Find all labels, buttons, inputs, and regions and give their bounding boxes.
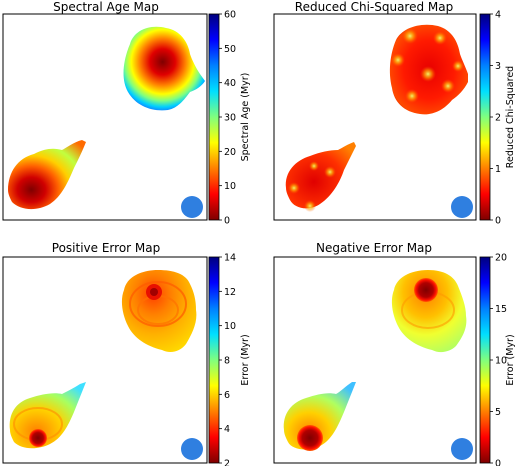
chi-highlight bbox=[441, 79, 455, 93]
beam-marker bbox=[181, 196, 203, 218]
colorbar-tick-label: 0 bbox=[495, 216, 501, 227]
chart-title: Reduced Chi-Squared Map bbox=[295, 0, 453, 14]
chart-title: Spectral Age Map bbox=[53, 0, 159, 14]
beam-marker bbox=[451, 196, 473, 218]
panel-negative-error: Negative Error Map 0 5 10 15 20 Error (Myr) bbox=[273, 241, 516, 470]
map-area bbox=[283, 270, 473, 460]
map-area bbox=[285, 24, 473, 218]
colorbar-tick-label: 10 bbox=[224, 181, 236, 192]
colorbar-tick-label: 10 bbox=[224, 321, 236, 332]
colorbar-label: Reduced Chi-Squared bbox=[505, 66, 516, 168]
colorbar-tick-label: 20 bbox=[224, 147, 236, 158]
chi-highlight bbox=[309, 161, 319, 171]
hotspot bbox=[414, 278, 438, 302]
chi-highlight bbox=[420, 66, 436, 82]
colorbar-tick-label: 15 bbox=[495, 304, 507, 315]
colorbar-tick-label: 60 bbox=[224, 10, 236, 21]
colorbar-ramp bbox=[479, 256, 491, 464]
colorbar-tick-label: 0 bbox=[224, 216, 230, 227]
chi-highlight bbox=[433, 31, 447, 45]
colorbar-tick-label: 8 bbox=[224, 356, 230, 367]
beam-marker bbox=[181, 438, 203, 460]
colorbar-tick-label: 1 bbox=[495, 164, 501, 175]
chi-highlight bbox=[304, 200, 316, 212]
chart-title: Negative Error Map bbox=[316, 241, 432, 255]
colorbar-tick-label: 14 bbox=[224, 253, 236, 264]
chi-highlight bbox=[324, 166, 336, 178]
hotspot bbox=[150, 288, 158, 296]
plot-frame bbox=[2, 13, 208, 221]
colorbar-ramp bbox=[208, 256, 220, 464]
hotspot bbox=[29, 429, 47, 447]
hotspot bbox=[297, 425, 323, 451]
plot-frame bbox=[2, 256, 208, 464]
contour-ring bbox=[129, 281, 187, 327]
map-area bbox=[9, 270, 203, 460]
lobe-upper-right bbox=[121, 270, 197, 352]
colorbar-tick-label: 3 bbox=[495, 61, 501, 72]
colorbar-tick-label: 12 bbox=[224, 287, 236, 298]
beam-marker bbox=[451, 438, 473, 460]
colorbar-tick-label: 30 bbox=[224, 113, 236, 124]
colorbar-tick-label: 4 bbox=[495, 10, 501, 21]
colorbar-label: Error (Myr) bbox=[240, 334, 251, 385]
colorbar: 0 10 20 30 40 50 60 Spectral Age (Myr) bbox=[208, 10, 251, 227]
map-area bbox=[8, 26, 205, 218]
chi-highlight bbox=[391, 53, 405, 67]
colorbar-label: Error (Myr) bbox=[505, 334, 516, 385]
colorbar-label: Spectral Age (Myr) bbox=[240, 73, 251, 162]
plot-frame bbox=[273, 256, 477, 464]
lobe-lower-left bbox=[9, 382, 86, 449]
plot-frame bbox=[273, 13, 477, 221]
colorbar-tick-label: 2 bbox=[495, 113, 501, 124]
colorbar-tick-label: 40 bbox=[224, 78, 236, 89]
lobe-upper-right bbox=[123, 26, 205, 111]
colorbar-ramp bbox=[479, 13, 491, 221]
chi-highlight bbox=[452, 60, 464, 72]
panel-spectral-age: Spectral Age Map 0 10 20 30 40 50 60 Spectral … bbox=[2, 0, 251, 227]
chi-highlight bbox=[405, 89, 419, 103]
colorbar-ramp bbox=[208, 13, 220, 221]
colorbar-tick-label: 20 bbox=[495, 253, 507, 264]
colorbar-tick-label: 2 bbox=[224, 459, 230, 467]
lobe-lower-left bbox=[8, 140, 86, 210]
panel-positive-error: Positive Error Map 2 4 6 8 10 12 14 Error (Myr… bbox=[2, 241, 251, 470]
lobe-lower-left bbox=[285, 142, 356, 209]
colorbar: 0 1 2 3 4 Reduced Chi-Squared bbox=[479, 10, 516, 227]
colorbar-tick-label: 5 bbox=[495, 407, 501, 418]
chi-highlight bbox=[402, 28, 418, 44]
colorbar: 2 4 6 8 10 12 14 Error (Myr) bbox=[208, 253, 251, 470]
colorbar-tick-label: 6 bbox=[224, 390, 230, 401]
lobe-upper-right bbox=[391, 270, 467, 353]
colorbar-tick-label: 0 bbox=[495, 459, 501, 467]
chart-title: Positive Error Map bbox=[52, 241, 160, 255]
colorbar-tick-label: 50 bbox=[224, 44, 236, 55]
colorbar: 0 5 10 15 20 Error (Myr) bbox=[479, 253, 516, 470]
colorbar-tick-label: 4 bbox=[224, 424, 230, 435]
panel-reduced-chi-squared: Reduced Chi-Squared Map 0 1 2 3 4 Reduced Ch… bbox=[273, 0, 516, 227]
colorbar-tick-label: 10 bbox=[495, 356, 507, 367]
chi-highlight bbox=[288, 182, 300, 194]
